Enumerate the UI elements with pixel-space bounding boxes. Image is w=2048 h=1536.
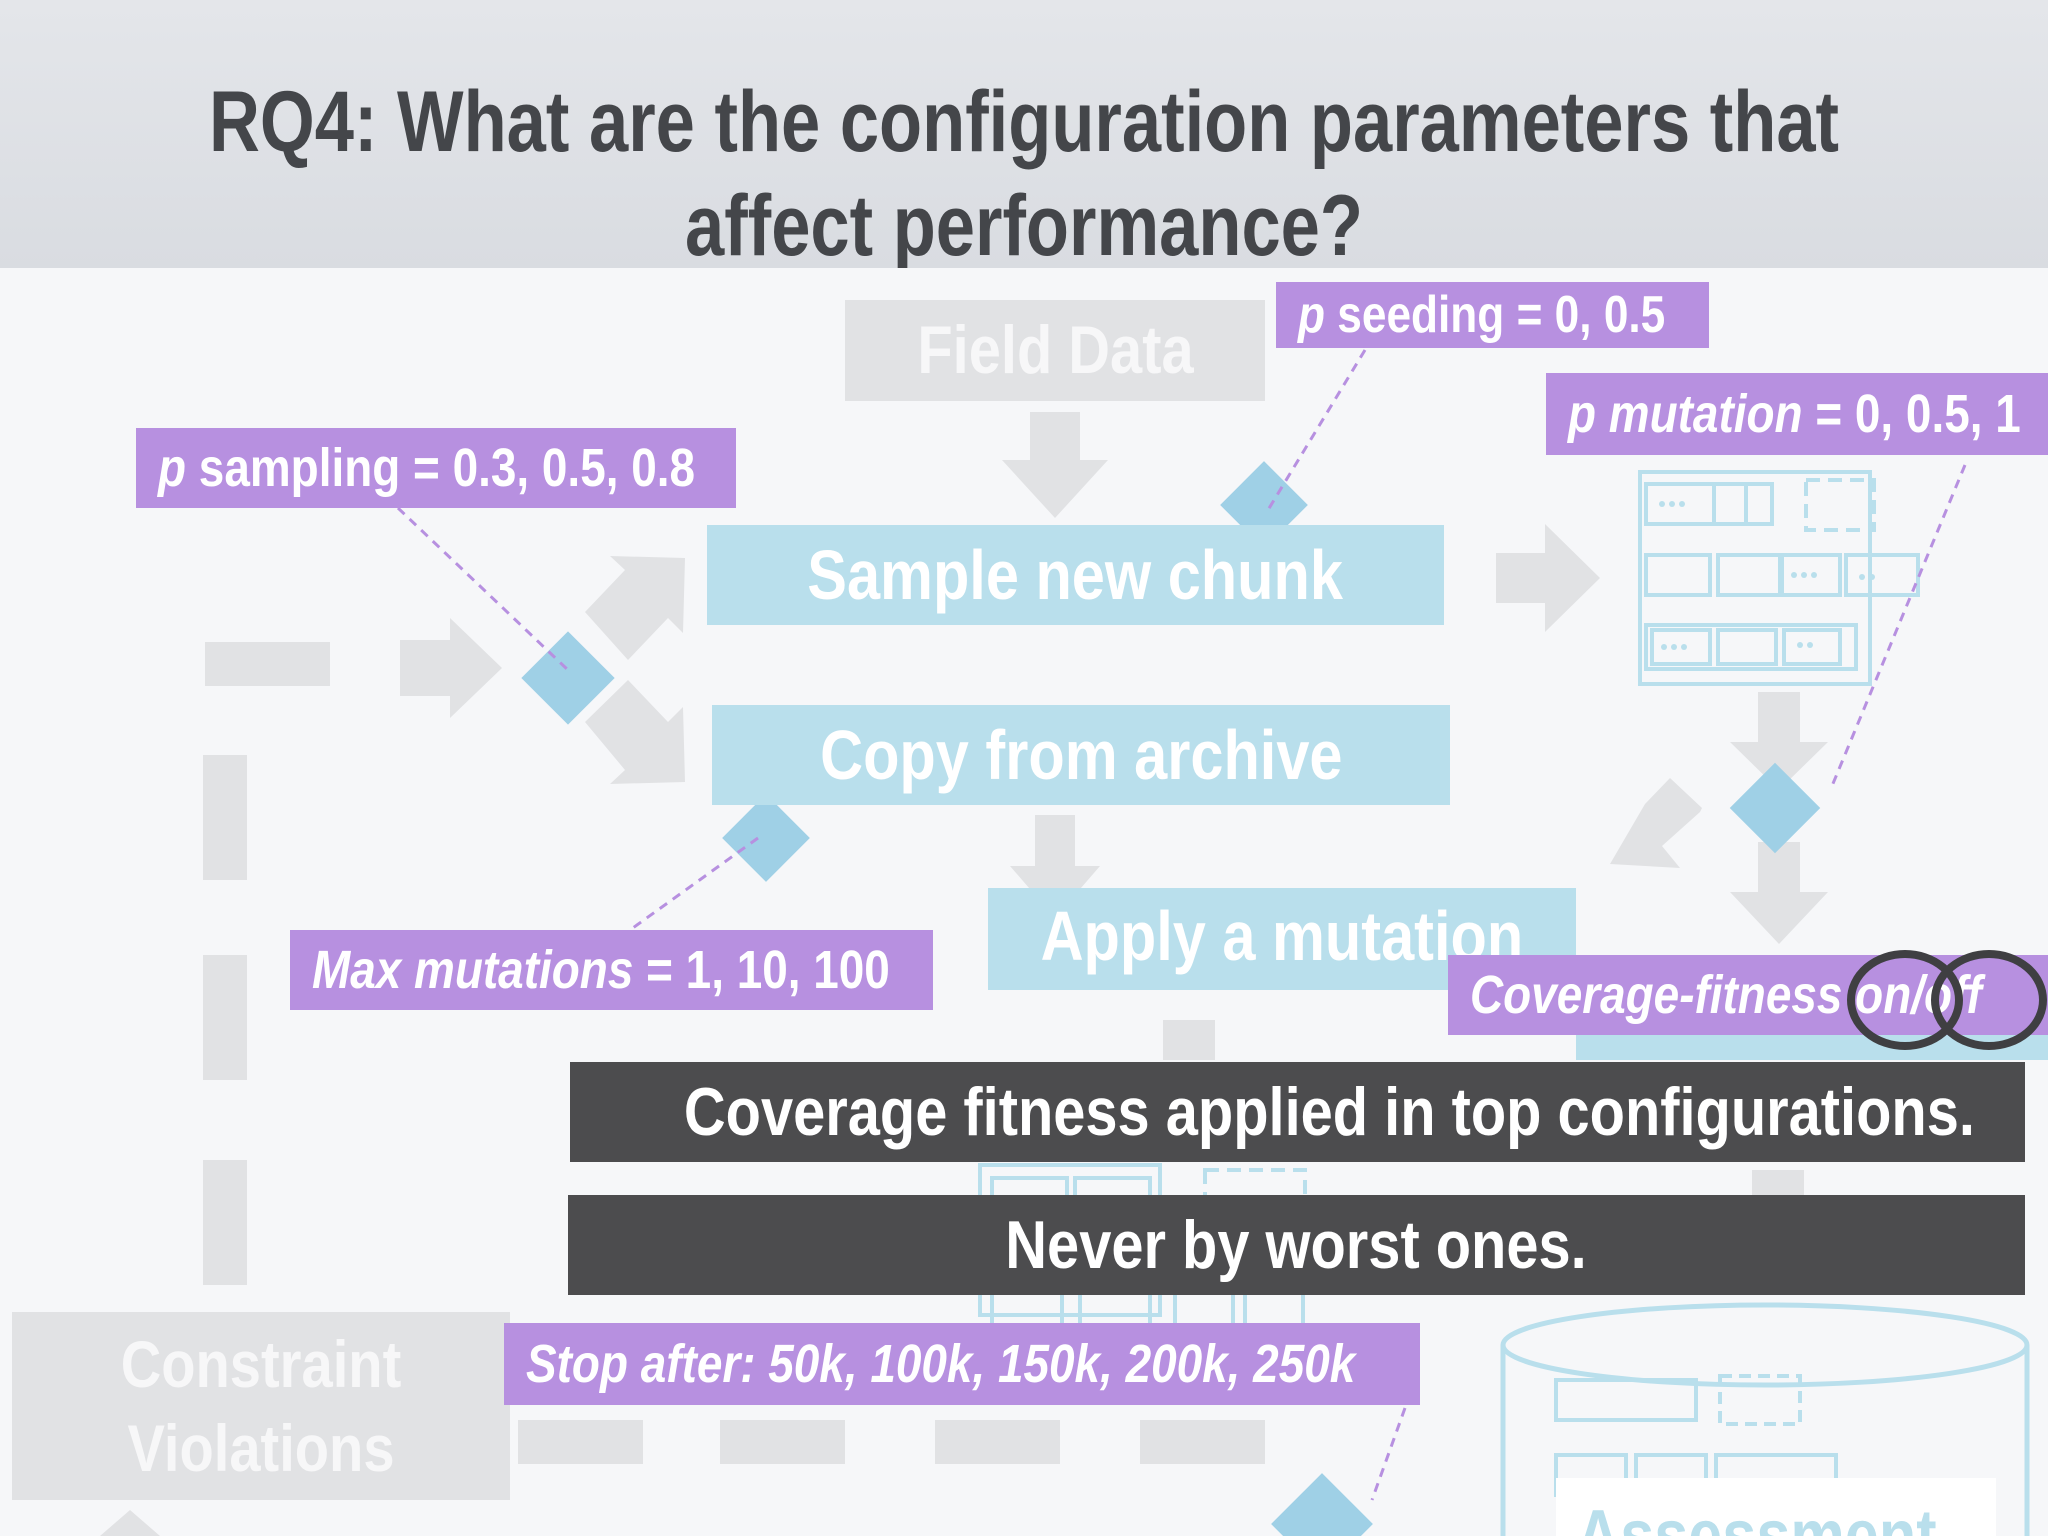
loop-dash bbox=[518, 1420, 643, 1464]
apply-mutation-label: Apply a mutation bbox=[1040, 897, 1524, 975]
mutation-var: p mutation bbox=[1568, 384, 1803, 444]
assessment-label: Assessment bbox=[1576, 1496, 1937, 1536]
copy-from-archive-box: Copy from archive bbox=[712, 705, 1450, 805]
title-line-1: RQ4: What are the configuration paramete… bbox=[208, 74, 1840, 170]
mutation-values: = 0, 0.5, 1 bbox=[1802, 384, 2021, 444]
finding-banner-2: Never by worst ones. bbox=[568, 1195, 2025, 1295]
on-highlight-circle bbox=[1847, 950, 1963, 1050]
arrow-down-icon bbox=[1730, 842, 1828, 944]
stop-after-values: Stop after: 50k, 100k, 150k, 200k, 250k bbox=[526, 1334, 1356, 1394]
loop-dash bbox=[203, 955, 247, 1080]
archive-icon bbox=[1500, 1302, 2030, 1536]
slide-header: RQ4: What are the configuration paramete… bbox=[0, 0, 2048, 274]
constraint-label-line-2: Violations bbox=[127, 1411, 395, 1485]
finding-line-2: Never by worst ones. bbox=[1005, 1207, 1588, 1283]
max-mutations-var: Max mutations bbox=[312, 940, 634, 1000]
loop-dash bbox=[205, 642, 330, 686]
finding-banner-1: Coverage fitness applied in top configur… bbox=[570, 1062, 2025, 1162]
arrow-up-right-icon bbox=[585, 556, 685, 660]
sampling-values: sampling = 0.3, 0.5, 0.8 bbox=[186, 438, 696, 498]
constraint-label-line-1: Constraint bbox=[120, 1327, 402, 1401]
loop-dash bbox=[935, 1420, 1060, 1464]
off-highlight-circle bbox=[1931, 950, 2047, 1050]
connector-stub bbox=[1163, 1020, 1215, 1060]
title-line-2: affect performance? bbox=[685, 178, 1363, 274]
population-dots bbox=[1659, 501, 1875, 650]
loop-dash bbox=[1140, 1420, 1265, 1464]
seeding-var: p bbox=[1298, 286, 1326, 344]
arrow-down-icon bbox=[1002, 412, 1108, 518]
constraint-violations-box: Constraint Violations bbox=[12, 1312, 510, 1500]
finding-line-1: Coverage fitness applied in top configur… bbox=[683, 1074, 1975, 1150]
sampling-parameter-label: p sampling = 0.3, 0.5, 0.8 bbox=[136, 428, 736, 508]
loop-dash bbox=[203, 755, 247, 880]
field-data-label: Field Data bbox=[916, 312, 1194, 388]
callout-leaders bbox=[396, 349, 1967, 1501]
seeding-parameter-label: p seeding = 0, 0.5 bbox=[1276, 282, 1709, 348]
decision-diamond bbox=[722, 794, 810, 882]
loop-dash bbox=[203, 1160, 247, 1285]
loop-dash bbox=[720, 1420, 845, 1464]
arrow-down-icon bbox=[1730, 692, 1828, 790]
assessment-box: Assessment bbox=[1556, 1478, 1996, 1536]
arrow-down-right-icon bbox=[585, 680, 685, 784]
arrow-down-left-icon bbox=[1610, 778, 1702, 868]
slide-title: RQ4: What are the configuration paramete… bbox=[184, 70, 1863, 278]
max-mutations-parameter-label: Max mutations = 1, 10, 100 bbox=[290, 930, 933, 1010]
sampling-var: p bbox=[158, 438, 187, 498]
sample-new-chunk-box: Sample new chunk bbox=[707, 525, 1444, 625]
arrow-right-icon bbox=[1496, 524, 1600, 632]
coverage-fitness-values: Coverage-fitness on/off bbox=[1470, 965, 1982, 1025]
arrow-right-icon bbox=[400, 618, 502, 718]
copy-from-archive-label: Copy from archive bbox=[819, 716, 1343, 794]
mutation-parameter-label: p mutation = 0, 0.5, 1 bbox=[1546, 373, 2048, 455]
arrow-down-icon bbox=[1010, 815, 1100, 918]
seeding-values: seeding = 0, 0.5 bbox=[1325, 286, 1666, 344]
field-data-box: Field Data bbox=[845, 300, 1265, 401]
max-mutations-values: = 1, 10, 100 bbox=[633, 940, 890, 1000]
stop-after-parameter-label: Stop after: 50k, 100k, 150k, 200k, 250k bbox=[504, 1323, 1420, 1405]
sample-new-chunk-label: Sample new chunk bbox=[807, 536, 1344, 614]
arrow-up-icon bbox=[100, 1510, 160, 1536]
decision-diamond bbox=[1271, 1473, 1373, 1536]
decision-diamond bbox=[521, 631, 615, 725]
